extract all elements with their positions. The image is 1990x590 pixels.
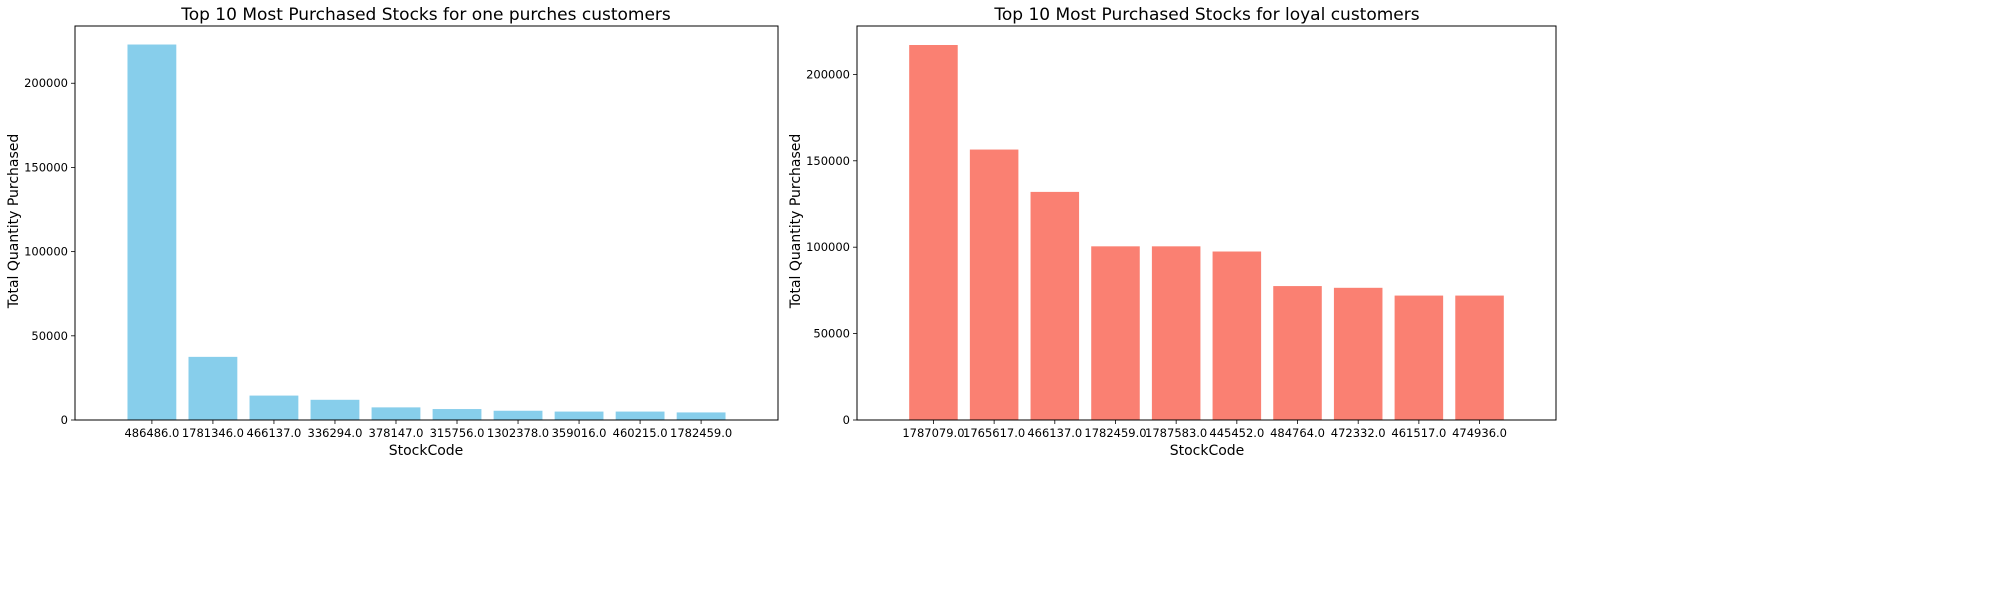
chart-one-purchase-customers: Top 10 Most Purchased Stocks for one pur… xyxy=(6,5,779,459)
x-tick-label: 474936.0 xyxy=(1452,426,1507,440)
x-axis-label: StockCode xyxy=(1170,443,1245,459)
y-tick-label: 200000 xyxy=(806,67,850,81)
chart-title: Top 10 Most Purchased Stocks for loyal c… xyxy=(993,5,1419,25)
y-tick-label: 150000 xyxy=(24,160,68,174)
y-axis-label: Total Quantity Purchased xyxy=(6,134,22,310)
bar-1787583.0 xyxy=(1151,246,1201,420)
x-tick-label: 1787079.0 xyxy=(902,426,964,440)
bar-1765617.0 xyxy=(969,149,1019,421)
y-tick-label: 50000 xyxy=(31,329,68,343)
bar-1302378.0 xyxy=(493,410,543,420)
x-tick-label: 486486.0 xyxy=(124,426,179,440)
bar-474936.0 xyxy=(1455,295,1504,420)
x-tick-label: 1787583.0 xyxy=(1145,426,1207,440)
x-tick-label: 1765617.0 xyxy=(963,426,1025,440)
bar-466137.0 xyxy=(1030,191,1080,420)
bar-460215.0 xyxy=(615,411,665,420)
bar-484764.0 xyxy=(1273,286,1322,420)
x-tick-label: 1781346.0 xyxy=(182,426,244,440)
y-tick-label: 100000 xyxy=(806,240,850,254)
x-tick-label: 359016.0 xyxy=(552,426,607,440)
y-tick-label: 150000 xyxy=(806,154,850,168)
bar-1787079.0 xyxy=(909,45,958,420)
x-tick-label: 315756.0 xyxy=(430,426,485,440)
x-tick-label: 461517.0 xyxy=(1391,426,1446,440)
x-tick-label: 466137.0 xyxy=(247,426,302,440)
y-tick-label: 100000 xyxy=(24,245,68,259)
x-tick-label: 460215.0 xyxy=(613,426,668,440)
y-tick-label: 50000 xyxy=(813,327,850,341)
bar-461517.0 xyxy=(1394,295,1444,420)
y-tick-label: 200000 xyxy=(24,76,68,90)
bar-336294.0 xyxy=(310,399,360,420)
x-tick-label: 445452.0 xyxy=(1209,426,1264,440)
bar-1782459.0 xyxy=(1091,246,1140,420)
x-tick-label: 1302378.0 xyxy=(487,426,549,440)
chart-loyal-customers: Top 10 Most Purchased Stocks for loyal c… xyxy=(788,5,1557,459)
bar-315756.0 xyxy=(432,409,482,420)
bar-445452.0 xyxy=(1212,251,1262,420)
bar-359016.0 xyxy=(554,411,604,420)
y-tick-label: 0 xyxy=(61,413,68,427)
bar-1781346.0 xyxy=(188,356,238,420)
x-tick-label: 1782459.0 xyxy=(670,426,732,440)
plot-frame xyxy=(856,25,1557,421)
plot-frame xyxy=(74,25,779,421)
x-tick-label: 466137.0 xyxy=(1027,426,1082,440)
bar-486486.0 xyxy=(127,44,177,421)
bar-466137.0 xyxy=(249,395,299,420)
x-axis-label: StockCode xyxy=(389,443,464,459)
chart-title: Top 10 Most Purchased Stocks for one pur… xyxy=(180,5,671,25)
bar-378147.0 xyxy=(371,407,421,420)
x-tick-label: 378147.0 xyxy=(369,426,424,440)
x-tick-label: 472332.0 xyxy=(1331,426,1386,440)
bar-472332.0 xyxy=(1333,287,1383,420)
bar-1782459.0 xyxy=(676,412,726,420)
x-tick-label: 1782459.0 xyxy=(1084,426,1146,440)
y-axis-label: Total Quantity Purchased xyxy=(788,134,804,310)
y-tick-label: 0 xyxy=(843,413,850,427)
x-tick-label: 336294.0 xyxy=(308,426,363,440)
x-tick-label: 484764.0 xyxy=(1270,426,1325,440)
